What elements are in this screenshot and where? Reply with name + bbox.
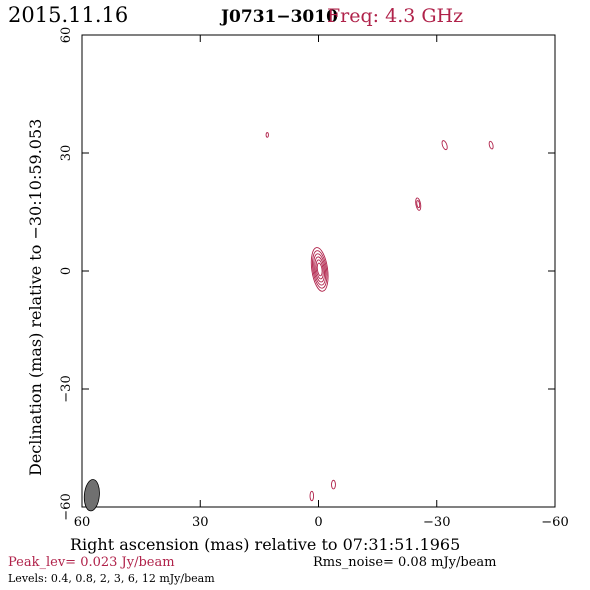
x-tick-label: 60 xyxy=(74,515,91,530)
y-axis-ticks: −60 −30 0 30 60 xyxy=(59,27,555,521)
x-tick-label: −60 xyxy=(541,515,568,530)
x-axis-label: Right ascension (mas) relative to 07:31:… xyxy=(70,535,460,554)
contour-c2 xyxy=(441,140,448,151)
contour-ring xyxy=(441,140,448,151)
contour-components xyxy=(265,132,494,502)
y-tick-label: −30 xyxy=(59,375,74,402)
contour-c4 xyxy=(415,197,422,211)
contour-ring xyxy=(316,262,323,277)
contour-ring xyxy=(265,132,269,138)
contour-ring xyxy=(309,490,315,502)
contour-ring xyxy=(310,247,329,292)
contour-ring xyxy=(312,250,328,289)
contour-ring xyxy=(314,256,325,283)
contour-ring xyxy=(415,197,422,211)
x-axis-ticks: 60 30 0 −30 −60 xyxy=(74,35,569,530)
source-name: J0731−3010 xyxy=(219,7,338,27)
x-tick-label: −30 xyxy=(423,515,450,530)
contour-c1 xyxy=(265,132,269,138)
contour-levels: Levels: 0.4, 0.8, 2, 3, 6, 12 mJy/beam xyxy=(8,572,215,585)
contour-c6 xyxy=(309,490,315,502)
contour-ring xyxy=(313,253,327,286)
restoring-beam xyxy=(83,479,100,512)
y-tick-label: 30 xyxy=(59,145,74,162)
contour-ring xyxy=(488,140,494,150)
beam-ellipse-group xyxy=(83,479,100,512)
plot-frame xyxy=(81,34,556,508)
contour-core xyxy=(310,247,329,292)
contour-c5 xyxy=(331,479,336,490)
rms-noise: Rms_noise= 0.08 mJy/beam xyxy=(313,555,496,570)
contour-ring xyxy=(315,259,324,280)
frequency-label: Freq: 4.3 GHz xyxy=(327,5,463,27)
x-tick-label: 30 xyxy=(192,515,209,530)
x-tick-label: 0 xyxy=(314,515,322,530)
contour-ring xyxy=(416,200,421,209)
observation-date: 2015.11.16 xyxy=(8,3,128,27)
contour-ring xyxy=(331,479,336,490)
y-tick-label: 60 xyxy=(59,27,74,44)
contour-c3 xyxy=(488,140,494,150)
y-tick-label: −60 xyxy=(59,493,74,520)
peak-level: Peak_lev= 0.023 Jy/beam xyxy=(8,555,175,570)
y-tick-label: 0 xyxy=(59,267,74,275)
y-axis-label: Declination (mas) relative to −30:10:59.… xyxy=(26,119,45,476)
